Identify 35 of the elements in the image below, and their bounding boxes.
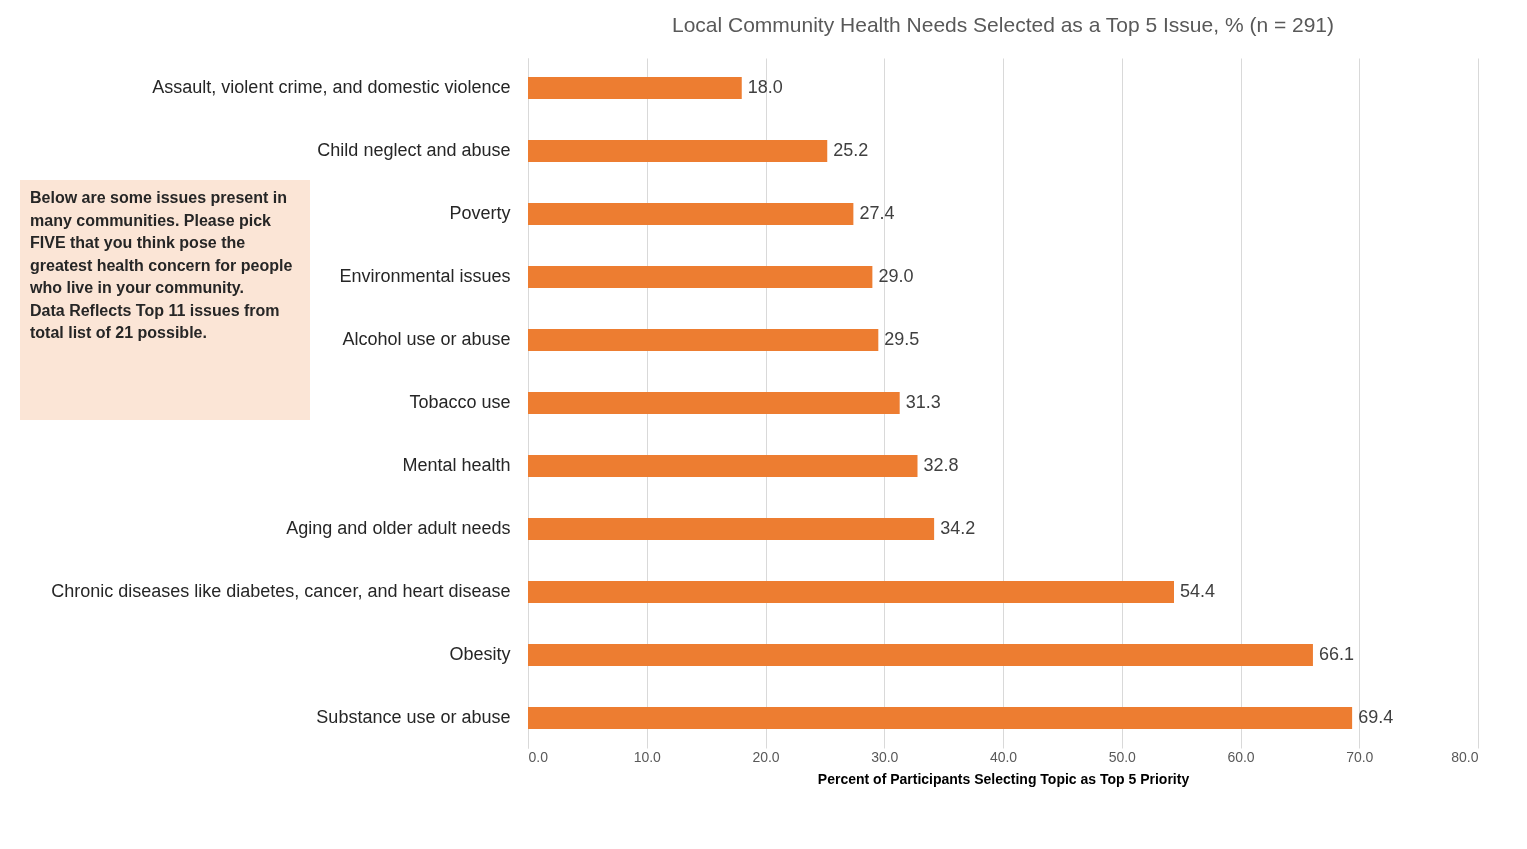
y-tick-label: Aging and older adult needs <box>286 518 511 539</box>
x-tick-label: 30.0 <box>871 748 899 765</box>
data-label: 25.2 <box>833 139 869 160</box>
data-label: 69.4 <box>1358 707 1394 728</box>
y-tick-label: Chronic diseases like diabetes, cancer, and heart disease <box>51 581 511 602</box>
data-label: 18.0 <box>747 76 783 97</box>
data-label: 27.4 <box>859 202 895 223</box>
y-tick-label: Mental health <box>402 455 511 476</box>
y-tick-label: Substance use or abuse <box>316 707 511 728</box>
data-label: 66.1 <box>1318 644 1354 665</box>
x-tick-label: 10.0 <box>633 748 662 765</box>
y-tick-label: Obesity <box>449 644 511 665</box>
y-tick-label: Environmental issues <box>339 265 511 286</box>
y-tick-label: Tobacco use <box>409 392 511 412</box>
data-label: 31.3 <box>905 392 941 412</box>
data-label: 32.8 <box>923 455 959 476</box>
x-tick-label: 80.0 <box>1451 748 1479 765</box>
chart-title: Local Community Health Needs Selected as a Top 5 Issue, % (n = 291) <box>671 13 1335 36</box>
x-tick-label: 0.0 <box>528 748 549 765</box>
data-label: 29.5 <box>884 328 920 349</box>
x-axis-title: Percent of Participants Selecting Topic as Top 5 Priority <box>817 770 1190 787</box>
x-tick-label: 40.0 <box>989 748 1018 765</box>
data-label: 29.0 <box>878 265 914 286</box>
y-tick-label: Alcohol use or abuse <box>342 328 511 349</box>
x-tick-label: 20.0 <box>752 748 780 765</box>
y-tick-label: Poverty <box>449 202 511 223</box>
data-label: 34.2 <box>940 518 976 539</box>
x-tick-label: 60.0 <box>1227 748 1255 765</box>
text: Below are some issues present in many communities. Please pick FIVE that you think pose the greatest health concern for people who live in your community. <box>29 189 293 296</box>
y-tick-label: Child neglect and abuse <box>317 139 511 160</box>
y-tick-label: Assault, violent crime, and domestic violence <box>152 76 511 97</box>
x-tick-label: 70.0 <box>1346 748 1374 765</box>
x-tick-label: 50.0 <box>1108 748 1137 765</box>
text: Data Reflects Top 11 issues from total list of 21 possible. <box>30 301 280 341</box>
data-label: 54.4 <box>1180 581 1216 602</box>
